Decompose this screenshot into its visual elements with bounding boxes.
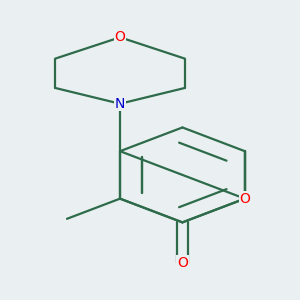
Text: O: O — [115, 30, 125, 44]
Text: N: N — [115, 97, 125, 111]
Text: O: O — [239, 192, 250, 206]
Text: O: O — [177, 256, 188, 270]
